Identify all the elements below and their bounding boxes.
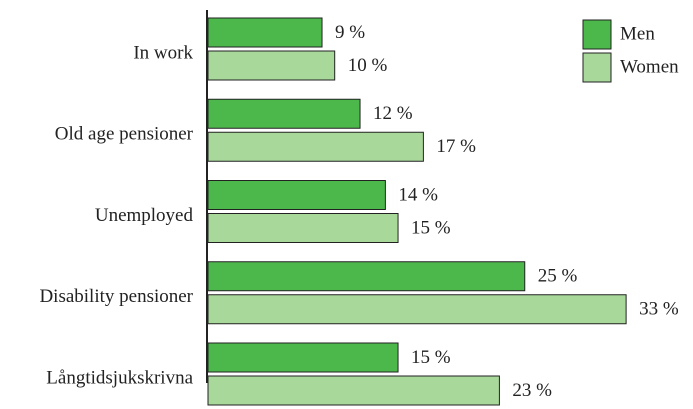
- category-label: Långtidsjukskrivna: [46, 367, 193, 388]
- bar: [207, 131, 424, 162]
- bar: [207, 50, 336, 81]
- legend-label: Women: [620, 56, 679, 77]
- bar: [207, 294, 627, 325]
- category-label: Disability pensioner: [39, 286, 193, 307]
- category-label: In work: [133, 42, 193, 63]
- legend-swatch: [582, 52, 612, 83]
- value-label: 25 %: [538, 266, 578, 287]
- legend-label: Men: [620, 23, 655, 44]
- value-label: 15 %: [411, 217, 451, 238]
- value-label: 12 %: [373, 103, 413, 124]
- category-label: Unemployed: [95, 205, 194, 226]
- value-label: 14 %: [398, 184, 438, 205]
- bar: [207, 375, 500, 406]
- bar: [207, 213, 399, 243]
- bar: [207, 342, 399, 373]
- bar: [207, 261, 526, 292]
- bar: [207, 180, 386, 210]
- value-label: 10 %: [348, 55, 388, 76]
- value-label: 33 %: [639, 299, 679, 320]
- value-label: 17 %: [436, 136, 476, 157]
- value-label: 9 %: [335, 22, 365, 43]
- category-label: Old age pensioner: [55, 124, 194, 145]
- value-label: 23 %: [512, 380, 552, 401]
- bar: [207, 17, 323, 48]
- legend-swatch: [582, 19, 612, 50]
- bar: [207, 98, 361, 129]
- value-label: 15 %: [411, 347, 451, 368]
